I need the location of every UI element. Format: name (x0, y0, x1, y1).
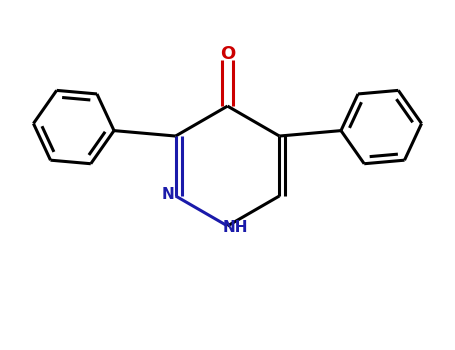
Text: NH: NH (222, 220, 248, 235)
Text: O: O (220, 45, 235, 63)
Text: N: N (162, 187, 174, 202)
